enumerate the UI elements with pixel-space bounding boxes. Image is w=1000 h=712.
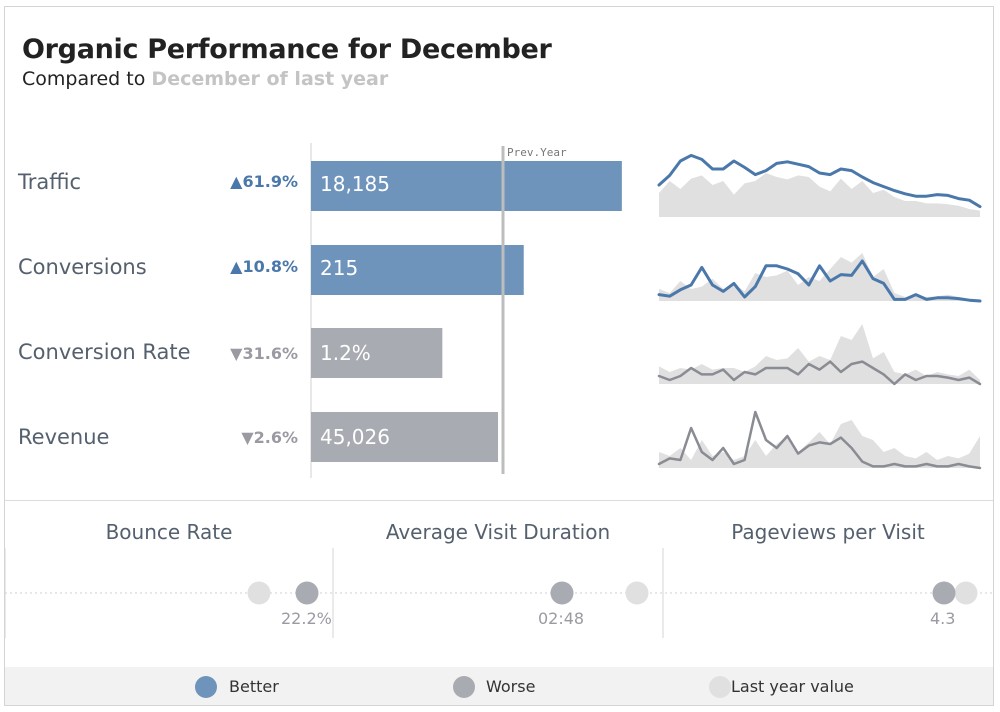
- change-conversion-rate: ▼31.6%: [230, 344, 298, 363]
- kpi-last-year-dot-pageviews-per-visit: [954, 581, 978, 605]
- dashboard-frame: [4, 6, 994, 706]
- kpi-value-bounce-rate: 22.2%: [281, 609, 332, 628]
- down-triangle-icon: ▼: [241, 428, 254, 447]
- section-divider: [5, 500, 993, 501]
- up-triangle-icon: ▲: [230, 172, 243, 191]
- kpi-last-year-dot-bounce-rate: [247, 581, 271, 605]
- bar-traffic: [311, 161, 622, 211]
- bar-value-conversions: 215: [320, 256, 359, 280]
- kpi-current-dot-average-visit-duration: [550, 581, 574, 605]
- sparkline-current-traffic: [657, 153, 982, 209]
- legend-worse-label: Worse: [486, 677, 536, 696]
- kpi-last-year-dot-average-visit-duration: [625, 581, 649, 605]
- legend-better-label: Better: [229, 677, 279, 696]
- legend-bar: [5, 667, 993, 705]
- change-revenue: ▼2.6%: [241, 428, 298, 447]
- sparkline-current-conversions: [657, 259, 982, 303]
- sparkline-current-revenue: [657, 410, 982, 470]
- sparkline-current-conversion-rate: [657, 360, 982, 386]
- prev-year-label: Prev.Year: [507, 146, 567, 159]
- legend-last-year-dot: [709, 676, 731, 698]
- kpi-current-dot-pageviews-per-visit: [932, 581, 956, 605]
- up-triangle-icon: ▲: [230, 257, 243, 276]
- kpi-title-bounce-rate: Bounce Rate: [105, 520, 233, 544]
- page-subtitle: Compared to December of last year: [22, 68, 388, 90]
- bar-value-conversion-rate: 1.2%: [320, 341, 371, 365]
- kpi-value-avg-visit-duration: 02:48: [538, 609, 585, 628]
- legend-last-year-label: Last year value: [731, 677, 854, 696]
- legend-worse-dot: [453, 676, 475, 698]
- metric-label-traffic: Traffic: [18, 170, 82, 194]
- page-title: Organic Performance for December: [22, 34, 552, 65]
- sparkline-last-year-area-revenue: [659, 420, 980, 468]
- metric-label-revenue: Revenue: [18, 425, 110, 449]
- metric-label-conversion-rate: Conversion Rate: [18, 340, 191, 364]
- bar-revenue: [311, 412, 499, 462]
- sparkline-last-year-area-traffic: [659, 173, 980, 217]
- change-conversions: ▲10.8%: [230, 257, 298, 276]
- metric-label-conversions: Conversions: [18, 255, 147, 279]
- legend-better-dot: [195, 676, 217, 698]
- kpi-current-dot-bounce-rate: [295, 581, 319, 605]
- kpi-title-avg-visit-duration: Average Visit Duration: [385, 520, 611, 544]
- bar-conversions: [311, 245, 524, 295]
- bar-value-revenue: 45,026: [320, 425, 390, 449]
- down-triangle-icon: ▼: [230, 344, 243, 363]
- subtitle-prefix: Compared to: [22, 68, 146, 90]
- change-traffic: ▲61.9%: [230, 172, 298, 191]
- kpi-value-pageviews-per-visit: 4.3: [930, 609, 956, 628]
- bar-value-traffic: 18,185: [320, 172, 390, 196]
- kpi-title-pageviews-per-visit: Pageviews per Visit: [731, 520, 925, 544]
- bar-conversion-rate: [311, 328, 443, 378]
- subtitle-period: December of last year: [151, 68, 389, 90]
